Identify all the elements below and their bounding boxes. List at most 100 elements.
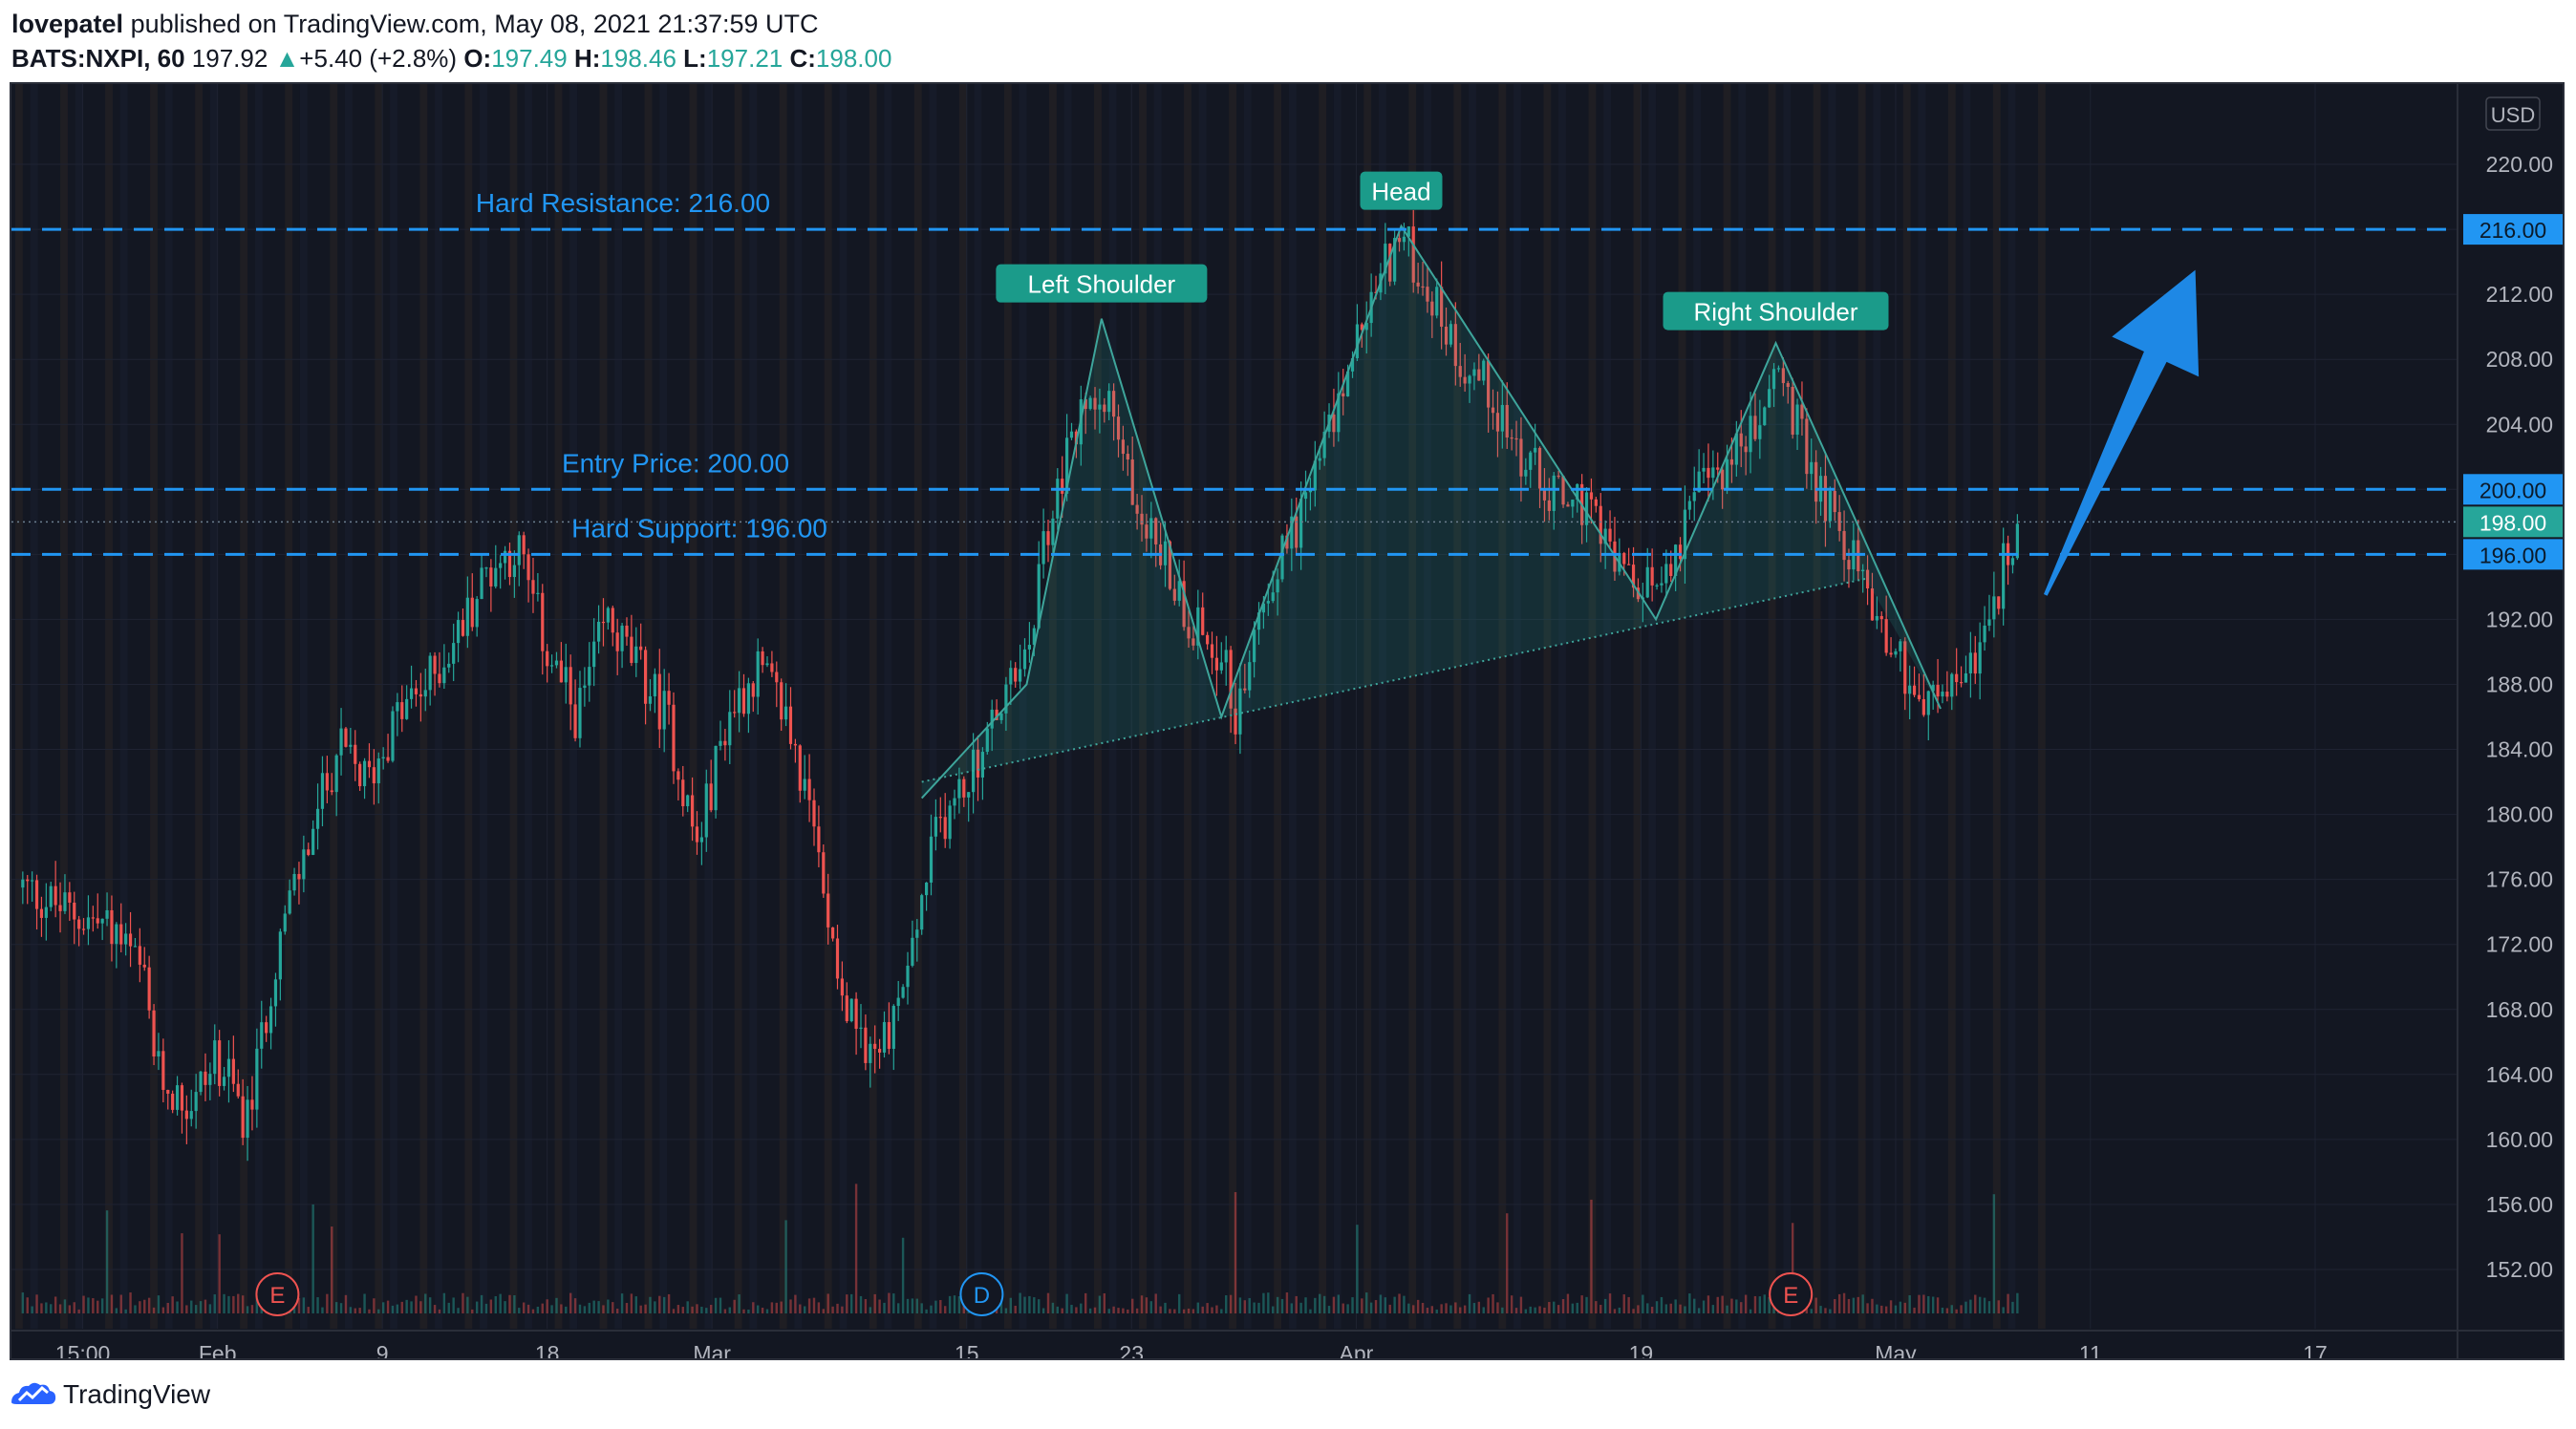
- candle-body: [1561, 476, 1565, 505]
- volume-bar: [775, 1302, 778, 1313]
- session-stripe: [495, 84, 503, 1329]
- volume-bar: [1810, 1309, 1813, 1313]
- volume-bar: [667, 1293, 671, 1313]
- session-stripe: [480, 84, 487, 1329]
- author-name[interactable]: lovepatel: [11, 10, 124, 38]
- volume-bar: [232, 1295, 235, 1313]
- volume-bar: [1033, 1297, 1036, 1313]
- candle-body: [283, 913, 287, 932]
- session-stripe: [390, 84, 397, 1329]
- volume-bar: [1726, 1305, 1728, 1313]
- volume-bar: [1622, 1294, 1625, 1313]
- candle-body: [1032, 628, 1036, 646]
- candle-body: [2010, 558, 2015, 565]
- pattern-label: Head: [1371, 178, 1430, 206]
- event-marker-label: E: [1783, 1283, 1798, 1309]
- volume-bar: [1978, 1296, 1982, 1313]
- time-tick-label: May: [1875, 1341, 1917, 1358]
- candle-body: [690, 795, 695, 827]
- candle-body: [934, 817, 938, 837]
- candle-body: [320, 773, 325, 809]
- volume-bar: [1847, 1298, 1851, 1313]
- price-chart[interactable]: Hard Resistance: 216.00 Entry Price: 200.…: [11, 84, 2563, 1358]
- candle-body: [1266, 601, 1270, 604]
- candle-body: [297, 873, 301, 880]
- time-tick-label: 15:00: [55, 1341, 111, 1358]
- chart-background: [11, 84, 2563, 1358]
- session-stripe: [195, 84, 204, 1329]
- candle-body: [812, 800, 816, 827]
- candle-body: [1529, 452, 1533, 470]
- volume-bar: [859, 1295, 863, 1313]
- candle-body: [1552, 475, 1556, 511]
- volume-bar: [1019, 1292, 1021, 1313]
- candle-body: [1739, 433, 1743, 447]
- candle-body: [924, 882, 929, 896]
- session-stripe: [464, 84, 473, 1329]
- volume-bar: [1169, 1309, 1171, 1313]
- volume-bar: [1824, 1308, 1827, 1313]
- candle-body: [1566, 504, 1570, 507]
- volume-bar: [1351, 1297, 1354, 1313]
- volume-bar: [452, 1297, 455, 1313]
- volume-bar: [1080, 1303, 1083, 1313]
- session-stripe: [1198, 84, 1207, 1329]
- candle-body: [681, 779, 685, 807]
- high-label: H:: [573, 44, 601, 73]
- candle-body: [1285, 535, 1289, 549]
- volume-bar: [1038, 1299, 1041, 1313]
- candle-body: [1271, 592, 1275, 602]
- session-stripe: [824, 84, 832, 1329]
- candle-body: [1022, 649, 1027, 670]
- neckline: [921, 577, 1866, 783]
- candle-body: [1973, 652, 1977, 674]
- candle-body: [423, 690, 427, 697]
- volume-bar: [1262, 1292, 1265, 1313]
- candle-body: [344, 728, 348, 747]
- session-stripe: [1003, 84, 1012, 1329]
- candle-body: [1749, 416, 1752, 453]
- volume-bar: [1964, 1301, 1967, 1313]
- volume-bar: [1440, 1304, 1443, 1313]
- session-stripe: [1453, 84, 1462, 1329]
- candle-body: [1899, 641, 1902, 651]
- volume-bar: [35, 1294, 38, 1313]
- volume-bar: [129, 1292, 132, 1313]
- candle-body: [236, 1083, 240, 1097]
- price-tick-label: 220.00: [2486, 152, 2553, 177]
- candle-body: [1482, 360, 1486, 381]
- volume-bar: [331, 1226, 333, 1313]
- candle-body: [1224, 650, 1228, 663]
- candle-body: [620, 625, 624, 651]
- candle-body: [596, 621, 601, 642]
- candle-body: [751, 683, 755, 697]
- tradingview-brand[interactable]: TradingView: [63, 1379, 211, 1409]
- candle-body: [1917, 694, 1921, 699]
- candle-body: [1299, 499, 1303, 548]
- candle-body: [559, 660, 563, 683]
- candle-body: [761, 651, 764, 666]
- session-stripe: [794, 84, 803, 1329]
- symbol-label[interactable]: BATS:NXPI, 60: [11, 44, 185, 73]
- session-stripe: [779, 84, 787, 1329]
- volume-bar: [1472, 1303, 1476, 1313]
- candle-body: [1313, 460, 1317, 491]
- tradingview-logo-icon[interactable]: [10, 1377, 57, 1408]
- candle-body: [119, 924, 123, 945]
- candle-body: [714, 745, 718, 811]
- session-stripe: [450, 84, 458, 1329]
- candle-body: [995, 709, 998, 720]
- candle-body: [1589, 492, 1594, 500]
- volume-bar: [1257, 1302, 1260, 1313]
- volume-bar: [119, 1294, 122, 1313]
- candle-body: [957, 778, 961, 799]
- chart-pane[interactable]: Hard Resistance: 216.00 Entry Price: 200.…: [10, 82, 2565, 1360]
- volume-bar: [1290, 1303, 1294, 1313]
- candle-body: [1571, 500, 1575, 507]
- volume-bar: [1927, 1295, 1930, 1313]
- candle-body: [1716, 467, 1720, 470]
- session-stripe: [525, 84, 532, 1329]
- volume-bar: [747, 1309, 750, 1313]
- candle-body: [1791, 387, 1794, 435]
- session-stripe: [809, 84, 817, 1329]
